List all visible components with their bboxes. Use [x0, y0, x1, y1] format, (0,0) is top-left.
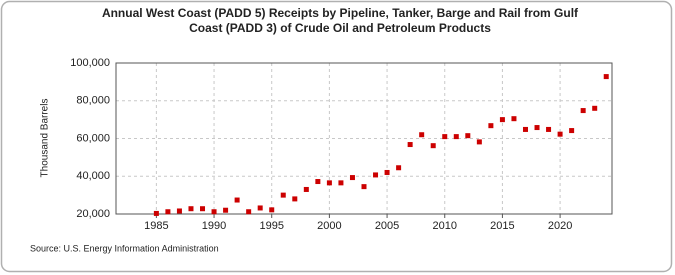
x-tick-label: 2020 — [548, 220, 572, 232]
data-point — [338, 180, 344, 186]
x-tick-label: 1990 — [202, 220, 226, 232]
plot-border — [115, 62, 613, 215]
data-point — [511, 116, 517, 122]
x-tick-label: 1985 — [144, 220, 168, 232]
data-point — [476, 139, 482, 145]
data-point — [442, 134, 448, 140]
data-point — [534, 125, 540, 131]
y-axis-label: Thousand Barrels — [40, 99, 51, 178]
data-point — [592, 105, 598, 111]
data-point — [384, 169, 390, 175]
data-point — [326, 180, 332, 186]
source-note: Source: U.S. Energy Information Administ… — [30, 243, 219, 253]
y-tick-label: 80,000 — [76, 95, 110, 107]
data-point — [176, 208, 182, 214]
data-point — [223, 207, 229, 213]
x-tick-label: 2010 — [433, 220, 457, 232]
data-point — [303, 186, 309, 192]
data-point — [188, 206, 194, 212]
data-point — [246, 209, 252, 215]
data-point — [257, 205, 263, 211]
data-point — [165, 209, 171, 215]
data-point — [349, 175, 355, 181]
data-point — [361, 184, 367, 190]
data-point — [546, 126, 552, 132]
data-point — [234, 197, 240, 203]
data-point — [499, 117, 505, 123]
y-tick-label: 100,000 — [70, 57, 110, 69]
data-point — [488, 123, 494, 129]
y-tick-label: 40,000 — [76, 170, 110, 182]
data-point — [153, 210, 159, 216]
data-point — [280, 192, 286, 198]
data-point — [200, 206, 206, 212]
data-point — [465, 133, 471, 139]
data-point — [522, 126, 528, 132]
data-point — [407, 142, 413, 148]
y-tick-label: 20,000 — [76, 208, 110, 220]
data-point — [603, 74, 609, 80]
x-tick-label: 2005 — [375, 220, 399, 232]
x-tick-label: 1995 — [259, 220, 283, 232]
data-point — [419, 132, 425, 138]
data-point — [430, 143, 436, 149]
data-point — [557, 131, 563, 137]
y-tick-label: 60,000 — [76, 132, 110, 144]
data-point — [373, 172, 379, 178]
data-point — [211, 209, 217, 215]
x-tick-label: 2000 — [317, 220, 341, 232]
data-point — [292, 196, 298, 202]
data-point — [315, 179, 321, 185]
x-tick-label: 2015 — [490, 220, 514, 232]
data-point — [396, 165, 402, 171]
data-point — [569, 128, 575, 134]
data-point — [580, 108, 586, 114]
data-point — [269, 207, 275, 213]
chart-title: Annual West Coast (PADD 5) Receipts by P… — [101, 6, 579, 35]
data-point — [453, 134, 459, 140]
